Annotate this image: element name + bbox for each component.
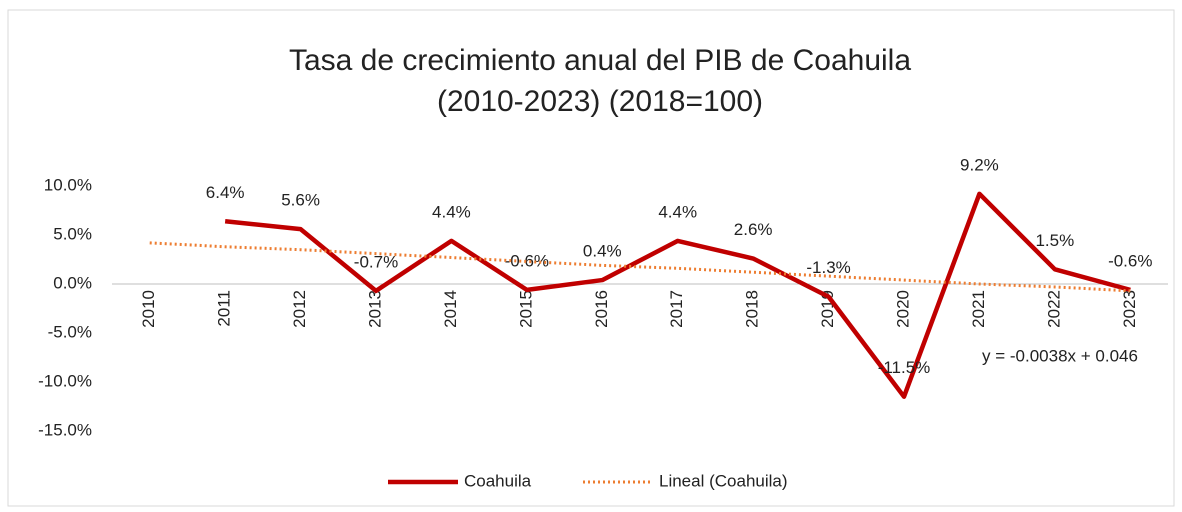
trend-equation: y = -0.0038x + 0.046: [982, 346, 1138, 365]
x-tick-label: 2014: [441, 290, 460, 328]
legend-label: Lineal (Coahuila): [659, 471, 788, 490]
x-tick-label: 2013: [365, 290, 384, 328]
x-tick-label: 2016: [592, 290, 611, 328]
data-label: -0.6%: [505, 251, 549, 270]
chart-border: [7, 9, 1175, 507]
x-tick-label: 2023: [1120, 290, 1139, 328]
legend-label: Coahuila: [464, 471, 532, 490]
data-label: -1.3%: [806, 258, 850, 277]
y-tick-label: 5.0%: [53, 224, 92, 243]
data-label: 9.2%: [960, 155, 999, 174]
x-tick-label: 2020: [893, 290, 912, 328]
x-tick-label: 2022: [1044, 290, 1063, 328]
data-label: -0.7%: [354, 252, 398, 271]
chart-subtitle: (2010-2023) (2018=100): [437, 85, 763, 118]
data-label: 0.4%: [583, 242, 622, 261]
data-label: -0.6%: [1108, 251, 1152, 270]
x-tick-label: 2012: [290, 290, 309, 328]
chart-title: Tasa de crecimiento anual del PIB de Coa…: [289, 44, 911, 77]
y-tick-label: -15.0%: [38, 420, 92, 439]
x-tick-label: 2011: [215, 290, 234, 327]
trend-line: [149, 241, 1131, 293]
x-tick-label: 2015: [516, 290, 535, 328]
x-tick-label: 2021: [969, 290, 988, 328]
data-label: 2.6%: [734, 220, 773, 239]
x-tick-label: 2010: [139, 290, 158, 328]
data-label: 1.5%: [1035, 231, 1074, 250]
y-tick-label: -10.0%: [38, 371, 92, 390]
x-tick-label: 2018: [743, 290, 762, 328]
y-tick-label: 10.0%: [44, 175, 92, 194]
x-tick-label: 2017: [667, 290, 686, 328]
y-tick-label: -5.0%: [48, 322, 92, 341]
data-label: 4.4%: [432, 202, 471, 221]
data-label: 6.4%: [206, 183, 245, 202]
data-label: -11.5%: [878, 358, 931, 377]
data-label: 4.4%: [658, 202, 697, 221]
data-line: [224, 191, 1131, 399]
data-label: 5.6%: [281, 191, 320, 210]
y-tick-label: 0.0%: [53, 273, 92, 292]
